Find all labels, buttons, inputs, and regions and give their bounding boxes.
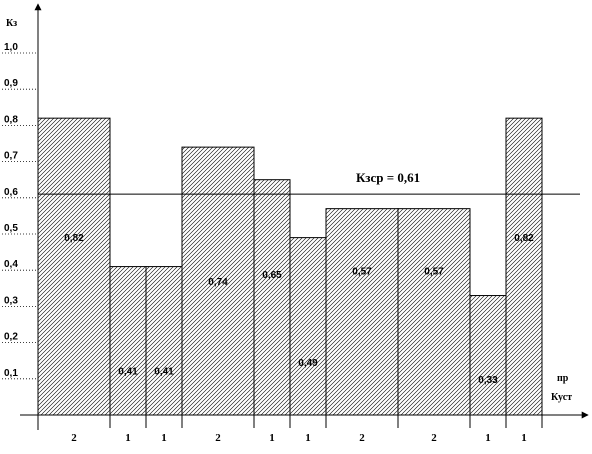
y-axis-ticks: 0,1 0,2 0,3 0,4 0,5 0,6 0,7 0,8 0,9 1,0 — [2, 42, 38, 380]
bar — [145, 266, 183, 416]
bar — [109, 266, 147, 416]
y-tick-label: 0,2 — [4, 332, 18, 343]
bar — [397, 208, 471, 416]
y-tick-label: 0,9 — [4, 78, 18, 89]
bar-value-label: 0,82 — [64, 233, 84, 244]
bar-value-label: 0,74 — [208, 277, 228, 288]
bar-labels-group: 0,82 0,41 0,41 0,74 0,65 0,49 0,57 0,57 0,33 0,82 — [64, 233, 534, 386]
y-tick-label: 0,1 — [4, 368, 18, 379]
bar — [325, 208, 399, 416]
bar-weight-label: 1 — [305, 432, 311, 444]
bar-weight-label: 2 — [215, 432, 221, 444]
bar — [505, 117, 543, 416]
bar-weight-label: 2 — [71, 432, 77, 444]
bar-value-label: 0,49 — [298, 358, 318, 369]
y-axis-title: Кз — [6, 18, 17, 29]
bar-value-label: 0,65 — [262, 270, 282, 281]
bar-weight-label: 1 — [521, 432, 527, 444]
bar-value-label: 0,82 — [514, 233, 534, 244]
bar-value-label: 0,33 — [478, 375, 498, 386]
x-axis-title-top: пр — [557, 373, 569, 384]
y-tick-label: 0,4 — [4, 259, 18, 270]
bars-group — [37, 117, 543, 416]
bar-weight-label: 1 — [485, 432, 491, 444]
y-tick-label: 1,0 — [4, 42, 18, 53]
bar-value-label: 0,41 — [118, 366, 138, 377]
bar-value-label: 0,57 — [424, 267, 444, 278]
reference-line-label: Кзср = 0,61 — [356, 170, 420, 185]
bar — [37, 117, 111, 416]
bar-weight-label: 1 — [125, 432, 131, 444]
bar-weight-label: 1 — [269, 432, 275, 444]
bar-value-label: 0,57 — [352, 267, 372, 278]
y-tick-label: 0,6 — [4, 187, 18, 198]
bar-value-label: 0,41 — [154, 366, 174, 377]
bar-weight-label: 2 — [359, 432, 365, 444]
bar — [181, 146, 255, 416]
bar-weight-label: 1 — [161, 432, 167, 444]
y-tick-label: 0,3 — [4, 295, 18, 306]
y-tick-label: 0,5 — [4, 223, 18, 234]
y-tick-label: 0,8 — [4, 114, 18, 125]
bar-weight-label: 2 — [431, 432, 437, 444]
bar — [253, 179, 291, 416]
y-tick-label: 0,7 — [4, 151, 18, 162]
bar — [289, 237, 327, 416]
x-axis-title-bottom: Куст — [551, 392, 572, 403]
bar — [469, 295, 507, 416]
x-axis-weights: 2 1 1 2 1 1 2 2 1 1 — [71, 415, 543, 444]
